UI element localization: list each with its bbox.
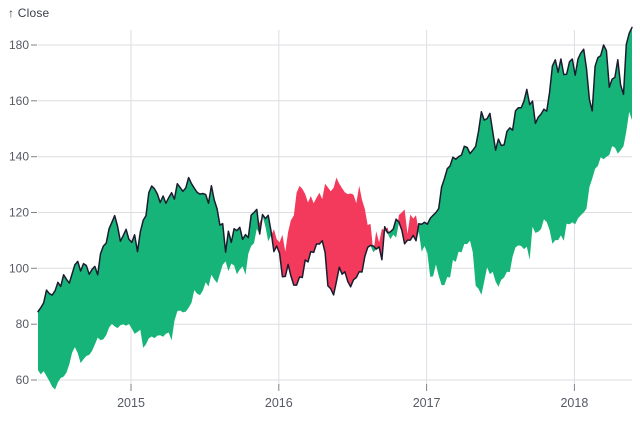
- y-tick-label: 160: [9, 94, 29, 108]
- y-axis-label: ↑ Close: [8, 6, 50, 20]
- y-tick-label: 140: [9, 150, 29, 164]
- y-tick-label: 100: [9, 261, 29, 275]
- positive-area: [38, 27, 632, 390]
- y-tick-label: 60: [16, 373, 30, 387]
- x-tick-label: 2018: [560, 396, 588, 410]
- y-tick-label: 120: [9, 206, 29, 220]
- close-line: [37, 26, 633, 313]
- negative-area: [38, 111, 632, 390]
- x-tick-label: 2016: [265, 396, 293, 410]
- y-tick-label: 80: [16, 317, 30, 331]
- x-tick-label: 2015: [117, 396, 145, 410]
- x-tick-label: 2017: [413, 396, 441, 410]
- y-tick-label: 180: [9, 38, 29, 52]
